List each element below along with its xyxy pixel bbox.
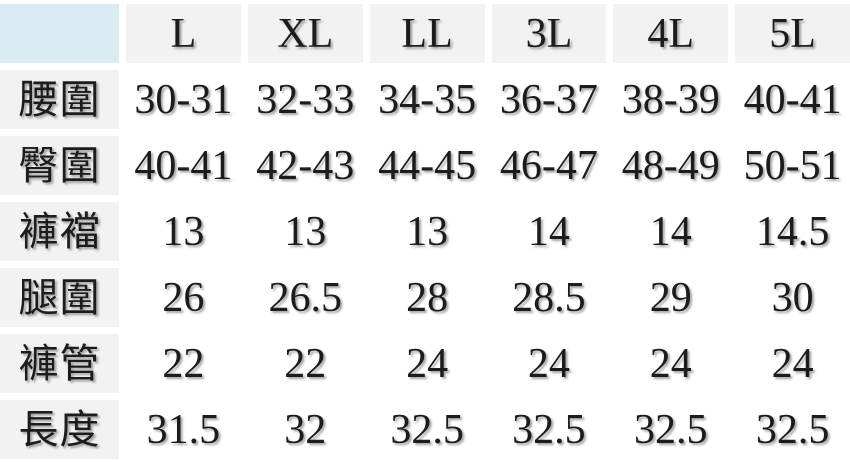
row-label-length: 長度 [0, 400, 119, 459]
cell-length-3l: 32.5 [491, 400, 607, 459]
column-header-xl: XL [247, 4, 363, 63]
cell-crotch-ll: 13 [369, 202, 485, 261]
cell-length-xl: 32 [247, 400, 363, 459]
column-header-ll: LL [369, 4, 485, 63]
cell-crotch-3l: 14 [491, 202, 607, 261]
row-label-thigh: 腿圍 [0, 268, 119, 327]
cell-crotch-4l: 14 [613, 202, 729, 261]
cell-waist-3l: 36-37 [491, 70, 607, 129]
row-label-hip: 臀圍 [0, 136, 119, 195]
cell-hip-xl: 42-43 [247, 136, 363, 195]
cell-crotch-l: 13 [126, 202, 241, 261]
cell-hip-l: 40-41 [126, 136, 241, 195]
cell-length-l: 31.5 [126, 400, 241, 459]
row-label-crotch: 褲襠 [0, 202, 119, 261]
cell-leg-opening-3l: 24 [491, 334, 607, 393]
column-header-3l: 3L [491, 4, 607, 63]
cell-thigh-3l: 28.5 [491, 268, 607, 327]
cell-hip-4l: 48-49 [613, 136, 729, 195]
cell-thigh-ll: 28 [369, 268, 485, 327]
cell-leg-opening-5l: 24 [735, 334, 850, 393]
corner-cell [0, 4, 119, 63]
row-label-waist: 腰圍 [0, 70, 119, 129]
cell-waist-4l: 38-39 [613, 70, 729, 129]
cell-leg-opening-l: 22 [126, 334, 241, 393]
cell-hip-3l: 46-47 [491, 136, 607, 195]
cell-leg-opening-xl: 22 [247, 334, 363, 393]
cell-hip-ll: 44-45 [369, 136, 485, 195]
column-header-4l: 4L [613, 4, 729, 63]
cell-waist-l: 30-31 [126, 70, 241, 129]
cell-thigh-5l: 30 [735, 268, 850, 327]
cell-crotch-5l: 14.5 [735, 202, 850, 261]
cell-length-ll: 32.5 [369, 400, 485, 459]
cell-thigh-l: 26 [126, 268, 241, 327]
cell-length-4l: 32.5 [613, 400, 729, 459]
cell-thigh-xl: 26.5 [247, 268, 363, 327]
cell-waist-xl: 32-33 [247, 70, 363, 129]
cell-waist-ll: 34-35 [369, 70, 485, 129]
cell-waist-5l: 40-41 [735, 70, 850, 129]
column-header-l: L [126, 4, 241, 63]
cell-leg-opening-ll: 24 [369, 334, 485, 393]
cell-hip-5l: 50-51 [735, 136, 850, 195]
cell-crotch-xl: 13 [247, 202, 363, 261]
cell-thigh-4l: 29 [613, 268, 729, 327]
cell-leg-opening-4l: 24 [613, 334, 729, 393]
cell-length-5l: 32.5 [735, 400, 850, 459]
row-label-leg-opening: 褲管 [0, 334, 119, 393]
column-header-5l: 5L [735, 4, 850, 63]
